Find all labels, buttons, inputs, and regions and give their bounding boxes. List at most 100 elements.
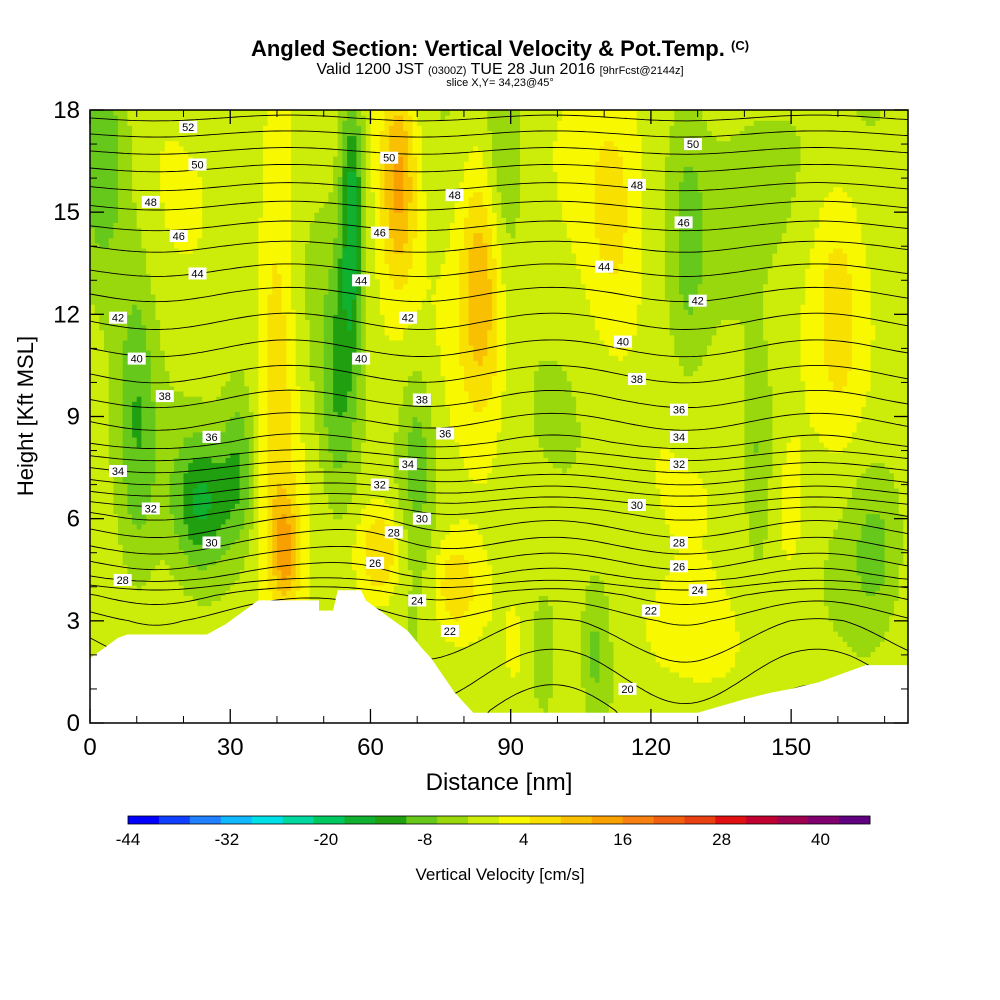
velocity-cell bbox=[445, 396, 470, 402]
velocity-cell bbox=[407, 156, 418, 162]
velocity-cell bbox=[492, 569, 671, 576]
velocity-cell bbox=[482, 232, 493, 239]
velocity-cell bbox=[449, 110, 488, 116]
velocity-cell bbox=[501, 268, 582, 275]
velocity-cell bbox=[482, 202, 493, 208]
velocity-cell bbox=[445, 258, 460, 264]
velocity-cell bbox=[454, 641, 470, 647]
velocity-cell bbox=[136, 217, 166, 223]
velocity-cell bbox=[435, 590, 442, 596]
velocity-cell bbox=[347, 309, 353, 315]
velocity-cell bbox=[370, 115, 386, 121]
velocity-cell bbox=[487, 554, 675, 561]
velocity-cell bbox=[398, 580, 414, 586]
velocity-cell bbox=[174, 242, 199, 249]
velocity-cell bbox=[636, 319, 671, 326]
colorbar-label: Vertical Velocity [cm/s] bbox=[415, 865, 584, 884]
velocity-cell bbox=[146, 345, 161, 351]
velocity-cell bbox=[590, 651, 600, 658]
velocity-cell bbox=[767, 508, 783, 515]
velocity-cell bbox=[342, 283, 357, 290]
velocity-cell bbox=[361, 442, 395, 448]
velocity-cell bbox=[90, 544, 124, 550]
theta-contour-45 bbox=[90, 220, 908, 232]
velocity-cell bbox=[211, 493, 241, 499]
velocity-cell bbox=[277, 488, 287, 494]
velocity-cell bbox=[291, 442, 306, 448]
velocity-cell bbox=[463, 161, 484, 167]
velocity-cell bbox=[361, 345, 367, 351]
velocity-cell bbox=[333, 319, 348, 326]
velocity-cell bbox=[393, 202, 404, 208]
velocity-cell bbox=[122, 452, 156, 458]
velocity-cell bbox=[707, 554, 755, 561]
velocity-cell bbox=[506, 222, 516, 229]
velocity-cell bbox=[403, 508, 414, 515]
velocity-cell bbox=[679, 202, 703, 208]
velocity-cell bbox=[272, 569, 283, 576]
contour-label-group: 50 bbox=[380, 151, 399, 165]
velocity-cell bbox=[337, 227, 343, 234]
velocity-cell bbox=[880, 513, 904, 520]
velocity-cell bbox=[393, 247, 404, 254]
velocity-cell bbox=[421, 304, 437, 310]
velocity-cell bbox=[248, 467, 255, 474]
velocity-cell bbox=[389, 263, 414, 269]
velocity-cell bbox=[155, 477, 170, 484]
velocity-cell bbox=[342, 513, 362, 520]
velocity-cell bbox=[90, 161, 119, 167]
velocity-cell bbox=[496, 258, 502, 264]
velocity-cell bbox=[679, 288, 699, 295]
velocity-cell bbox=[90, 467, 110, 474]
velocity-cell bbox=[356, 110, 362, 116]
velocity-cell bbox=[351, 498, 372, 504]
velocity-cell bbox=[655, 477, 703, 484]
velocity-cell bbox=[870, 385, 908, 392]
velocity-cell bbox=[113, 498, 128, 504]
velocity-cell bbox=[361, 595, 390, 601]
velocity-cell bbox=[552, 631, 582, 637]
velocity-cell bbox=[407, 145, 414, 152]
velocity-cell bbox=[478, 523, 671, 530]
velocity-cell bbox=[202, 396, 217, 402]
velocity-cell bbox=[664, 253, 680, 259]
velocity-cell bbox=[800, 345, 825, 351]
velocity-cell bbox=[361, 156, 367, 162]
velocity-cell bbox=[562, 207, 596, 213]
velocity-cell bbox=[342, 263, 357, 269]
velocity-cell bbox=[823, 288, 853, 295]
velocity-cell bbox=[90, 140, 119, 147]
velocity-cell bbox=[333, 452, 348, 458]
velocity-cell bbox=[842, 247, 867, 254]
velocity-cell bbox=[365, 217, 376, 223]
velocity-cell bbox=[552, 646, 582, 653]
velocity-cell bbox=[679, 212, 703, 218]
velocity-cell bbox=[435, 283, 460, 290]
velocity-cell bbox=[291, 278, 306, 285]
velocity-cell bbox=[155, 421, 227, 428]
velocity-cell bbox=[534, 651, 554, 658]
velocity-cell bbox=[328, 442, 353, 448]
velocity-cell bbox=[781, 539, 797, 545]
velocity-cell bbox=[192, 431, 208, 438]
velocity-cell bbox=[323, 411, 339, 418]
velocity-cell bbox=[365, 247, 376, 254]
contour-label-group: 32 bbox=[670, 458, 688, 471]
velocity-cell bbox=[828, 605, 895, 612]
velocity-cell bbox=[272, 273, 283, 280]
velocity-cell bbox=[468, 569, 493, 576]
velocity-cell bbox=[618, 355, 624, 361]
velocity-cell bbox=[805, 401, 867, 407]
velocity-cell bbox=[342, 253, 357, 259]
velocity-cell bbox=[557, 125, 638, 131]
velocity-cell bbox=[398, 416, 414, 423]
velocity-cell bbox=[262, 145, 292, 152]
velocity-cell bbox=[520, 130, 558, 137]
velocity-cell bbox=[267, 426, 292, 433]
velocity-cell bbox=[384, 253, 414, 259]
velocity-cell bbox=[155, 406, 250, 412]
velocity-cell bbox=[510, 605, 516, 612]
contour-label: 48 bbox=[145, 197, 157, 209]
velocity-cell bbox=[501, 401, 535, 407]
velocity-cell bbox=[291, 125, 339, 131]
